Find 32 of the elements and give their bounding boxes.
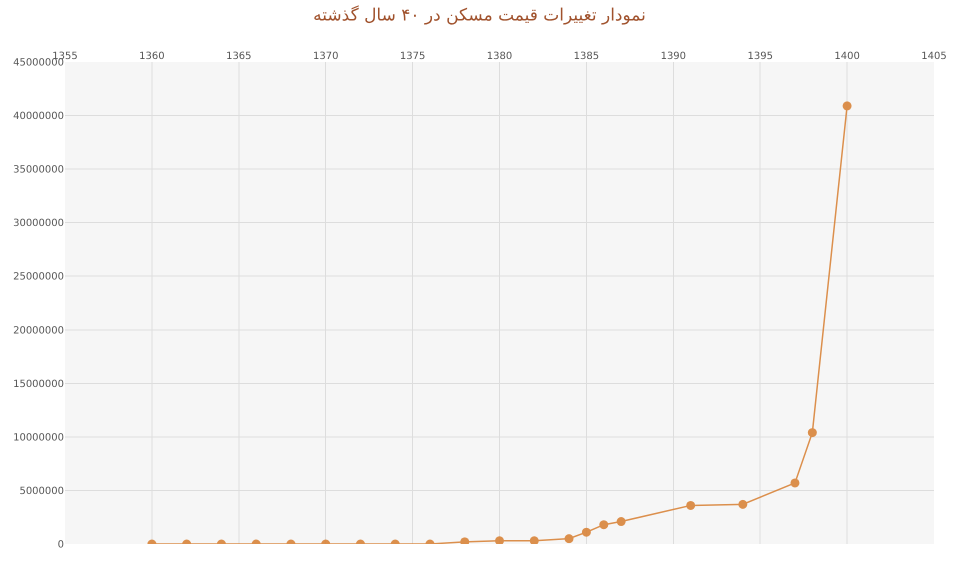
y-tick-label: 10000000 <box>13 432 64 444</box>
x-tick-label: 1385 <box>574 51 600 62</box>
point <box>599 520 608 530</box>
point <box>686 500 696 510</box>
point <box>790 478 800 488</box>
x-tick-label: 1395 <box>747 51 773 62</box>
point <box>495 536 504 544</box>
point <box>582 528 591 537</box>
x-tick-label: 1405 <box>921 51 947 62</box>
y-tick-label: 0 <box>58 540 64 550</box>
y-tick-label: 45000000 <box>13 58 64 68</box>
point <box>738 500 748 509</box>
y-tick-label: 15000000 <box>13 378 64 390</box>
y-tick-label: 35000000 <box>13 164 64 176</box>
x-tick-label: 1390 <box>660 51 686 62</box>
y-tick-label: 30000000 <box>13 218 64 230</box>
point <box>616 517 626 526</box>
x-tick-label: 1400 <box>834 51 860 62</box>
y-tick-label: 5000000 <box>19 486 64 497</box>
point <box>808 428 817 438</box>
chart-title: نمودار تغییرات قیمت مسکن در ۴۰ سال گذشته <box>313 4 646 26</box>
x-tick-label: 1365 <box>226 51 252 62</box>
y-tick-label: 25000000 <box>13 272 64 283</box>
x-tick-label: 1360 <box>139 51 165 62</box>
point <box>842 101 852 110</box>
x-tick-label: 1375 <box>400 51 426 62</box>
x-tick-label: 1370 <box>312 51 338 62</box>
x-tick-label: 1380 <box>486 51 512 62</box>
y-tick-label: 40000000 <box>13 111 64 122</box>
point <box>564 534 574 544</box>
y-tick-label: 20000000 <box>13 325 64 336</box>
point <box>530 536 539 544</box>
